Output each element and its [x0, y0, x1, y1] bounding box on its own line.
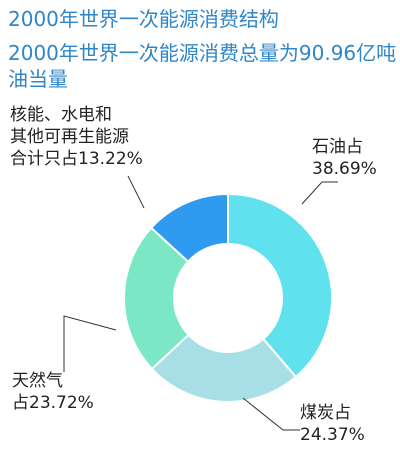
label-nuclear-hydro-renewable: 核能、水电和其他可再生能源合计只占13.22%: [10, 105, 143, 169]
label-oil-line: 石油占: [312, 137, 363, 157]
label-nuclear-hydro-renewable-line: 合计只占13.22%: [10, 149, 143, 169]
chart-subtitle: 2000年世界一次能源消费总量为90.96亿吨油当量: [8, 41, 397, 91]
slice-natural-gas: [123, 226, 190, 371]
leader-line-coal: [242, 397, 300, 431]
slice-nuclear-hydro-renewable: [149, 192, 229, 263]
label-nuclear-hydro-renewable-line: 其他可再生能源: [10, 127, 129, 147]
leader-line-natural-gas: [63, 315, 117, 372]
label-natural-gas-line: 占23.72%: [12, 393, 94, 413]
slice-coal: [150, 333, 298, 403]
label-coal-line: 24.37%: [300, 425, 365, 445]
label-natural-gas: 天然气占23.72%: [12, 371, 94, 413]
label-oil: 石油占 38.69%: [312, 137, 377, 179]
slice-oil: [227, 192, 333, 379]
label-oil-line: 38.69%: [312, 159, 377, 179]
leader-line-nuclear-hydro-renewable: [127, 175, 145, 209]
chart-title: 2000年世界一次能源消费结构: [8, 7, 279, 31]
leader-line-oil: [301, 181, 338, 205]
label-nuclear-hydro-renewable-line: 核能、水电和: [10, 105, 112, 125]
label-natural-gas-line: 天然气: [12, 371, 63, 391]
label-coal-line: 煤炭占: [300, 403, 351, 423]
label-coal: 煤炭占 24.37%: [300, 403, 365, 445]
